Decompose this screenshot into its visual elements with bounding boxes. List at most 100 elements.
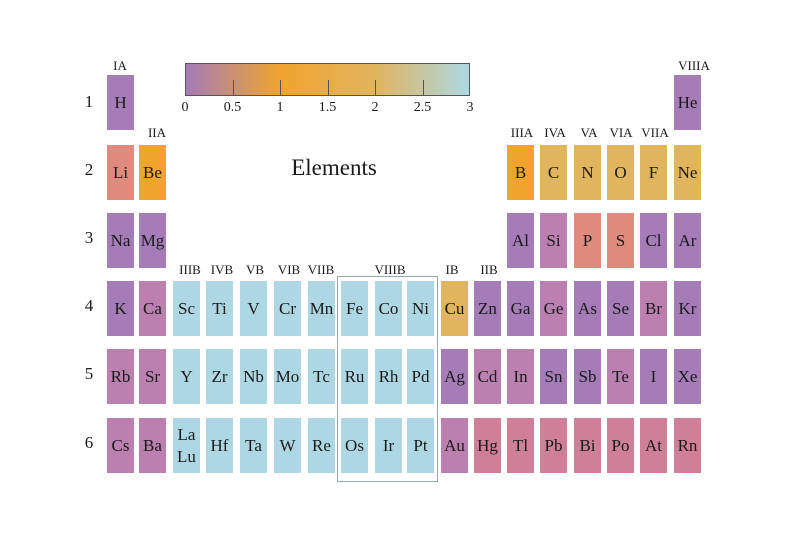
element-symbol: As (578, 298, 597, 318)
period-label: 4 (84, 296, 94, 315)
group-label: VB (245, 262, 265, 277)
element-symbol: Cu (444, 298, 465, 318)
element-cell-la-lu: La Lu (173, 418, 200, 473)
colorbar-tick-label: 2 (371, 100, 379, 115)
element-symbol: Sr (144, 366, 161, 386)
element-symbol: Ga (510, 298, 531, 318)
element-symbol: Mn (309, 298, 334, 318)
element-symbol: Rb (110, 366, 131, 386)
element-cell-c: C (540, 145, 567, 200)
element-cell-tc: Tc (308, 349, 335, 404)
element-symbol: Cs (111, 435, 130, 455)
group-label: VIIIA (678, 58, 710, 73)
element-cell-br: Br (640, 281, 667, 336)
group-label: VA (580, 125, 598, 140)
element-cell-hf: Hf (206, 418, 233, 473)
element-symbol: In (513, 366, 528, 386)
element-symbol: Ti (212, 298, 227, 318)
element-symbol: Hg (477, 435, 498, 455)
element-symbol: Sc (178, 298, 195, 318)
group-label: IIB (480, 262, 498, 277)
element-cell-na: Na (107, 213, 134, 268)
element-cell-au: Au (441, 418, 468, 473)
element-cell-ir: Ir (375, 418, 402, 473)
element-symbol: Lu (177, 446, 196, 466)
element-symbol: La (177, 424, 196, 444)
element-symbol: F (648, 162, 659, 182)
element-cell-ga: Ga (507, 281, 534, 336)
element-symbol: Ru (344, 366, 365, 386)
element-cell-zr: Zr (206, 349, 233, 404)
element-cell-v: V (240, 281, 267, 336)
element-cell-rb: Rb (107, 349, 134, 404)
element-symbol: Pt (413, 435, 428, 455)
group-label: IIIA (510, 125, 534, 140)
element-symbol: W (279, 435, 296, 455)
element-cell-pd: Pd (407, 349, 434, 404)
element-cell-te: Te (607, 349, 634, 404)
element-cell-xe: Xe (674, 349, 701, 404)
element-cell-zn: Zn (474, 281, 501, 336)
element-symbol: Zn (478, 298, 497, 318)
element-symbol: Cd (477, 366, 498, 386)
element-cell-ag: Ag (441, 349, 468, 404)
element-cell-mo: Mo (274, 349, 301, 404)
element-cell-in: In (507, 349, 534, 404)
element-cell-os: Os (341, 418, 368, 473)
element-cell-mn: Mn (308, 281, 335, 336)
element-cell-mg: Mg (139, 213, 166, 268)
element-cell-b: B (507, 145, 534, 200)
element-symbol: Re (312, 435, 331, 455)
element-cell-co: Co (375, 281, 402, 336)
element-symbol: Li (112, 162, 129, 182)
element-symbol: Ir (382, 435, 395, 455)
element-cell-se: Se (607, 281, 634, 336)
period-label: 2 (84, 160, 94, 179)
element-symbol: Nb (243, 366, 264, 386)
element-symbol: Fe (346, 298, 363, 318)
element-cell-k: K (107, 281, 134, 336)
element-cell-tl: Tl (507, 418, 534, 473)
element-cell-sc: Sc (173, 281, 200, 336)
element-cell-n: N (574, 145, 601, 200)
element-cell-i: I (640, 349, 667, 404)
element-symbol: Mg (140, 230, 165, 250)
element-symbol: K (114, 298, 127, 318)
element-symbol: Te (612, 366, 629, 386)
colorbar-tick-label: 3 (466, 100, 474, 115)
element-symbol: Br (645, 298, 662, 318)
period-label: 1 (84, 92, 94, 111)
colorbar-tick (280, 80, 281, 96)
element-cell-sr: Sr (139, 349, 166, 404)
colorbar-tick (422, 80, 424, 96)
element-symbol: Be (143, 162, 162, 182)
element-symbol: Pd (411, 366, 430, 386)
colorbar-tick (375, 80, 376, 96)
element-symbol: Os (345, 435, 364, 455)
element-cell-cu: Cu (441, 281, 468, 336)
element-symbol: Bi (579, 435, 596, 455)
element-symbol: Na (110, 230, 131, 250)
element-symbol: P (582, 230, 593, 250)
group-label: IVB (210, 262, 234, 277)
element-symbol: Rn (677, 435, 698, 455)
element-symbol: V (247, 298, 260, 318)
element-symbol: Kr (678, 298, 697, 318)
element-cell-rh: Rh (375, 349, 402, 404)
element-cell-pt: Pt (407, 418, 434, 473)
element-cell-y: Y (173, 349, 200, 404)
element-symbol: Co (378, 298, 399, 318)
group-label: IB (445, 262, 459, 277)
element-symbol: Ni (412, 298, 429, 318)
element-cell-li: Li (107, 145, 134, 200)
element-cell-ne: Ne (674, 145, 701, 200)
group-label: VIA (609, 125, 633, 140)
group-label: IA (113, 58, 127, 73)
figure-title: Elements (291, 155, 377, 180)
element-cell-ar: Ar (674, 213, 701, 268)
element-symbol: Ge (543, 298, 564, 318)
element-cell-as: As (574, 281, 601, 336)
element-symbol: Ta (245, 435, 262, 455)
element-symbol: Hf (210, 435, 229, 455)
element-cell-ta: Ta (240, 418, 267, 473)
